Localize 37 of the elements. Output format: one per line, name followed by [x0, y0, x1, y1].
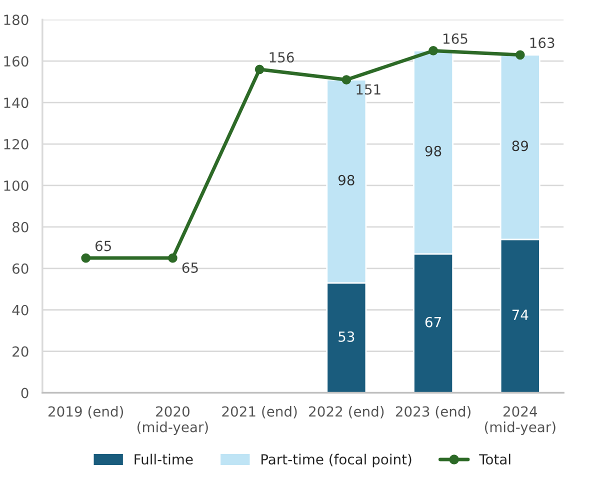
x-tick-label: 2019 (end): [48, 406, 124, 418]
data-label: 98: [425, 146, 442, 156]
y-tick-label: 0: [21, 388, 28, 398]
data-label: 163: [530, 38, 554, 48]
point: [342, 75, 352, 84]
data-label: 98: [338, 174, 354, 186]
legend-label: Total: [479, 454, 510, 465]
y-tick-label: 40: [12, 304, 28, 316]
y-tick-label: 160: [4, 56, 28, 67]
y-tick-label: 100: [4, 180, 28, 191]
data-label: 165: [444, 33, 468, 44]
data-label: 151: [356, 84, 380, 95]
x-tick-label: 2022 (end): [309, 406, 384, 418]
legend-label: Part-time (focal point): [262, 454, 412, 468]
x-tick-label: 2021 (end): [222, 406, 297, 418]
y-tick-label: 120: [4, 138, 28, 150]
y-tick-label: 60: [12, 263, 28, 274]
data-label: 156: [270, 52, 294, 63]
point: [428, 46, 438, 56]
x-tick-label: 2020 (mid-year): [138, 406, 208, 435]
data-label: 67: [425, 316, 441, 328]
y-tick-label: 80: [12, 222, 28, 232]
data-label: 65: [182, 262, 198, 273]
point: [81, 253, 91, 263]
y-tick-label: 140: [4, 98, 28, 108]
y-tick-label: 20: [12, 346, 28, 357]
data-label: 74: [512, 310, 528, 320]
data-label: 53: [338, 331, 354, 342]
x-tick-label: 2024 (mid-year): [484, 406, 556, 435]
y-tick-label: 180: [4, 14, 28, 26]
data-label: 89: [512, 140, 528, 152]
point: [515, 50, 525, 60]
x-tick-label: 2023 (end): [396, 406, 470, 418]
point: [254, 64, 264, 74]
legend-label: Full-time: [134, 454, 193, 465]
data-label: 65: [96, 240, 111, 252]
point: [168, 253, 178, 263]
